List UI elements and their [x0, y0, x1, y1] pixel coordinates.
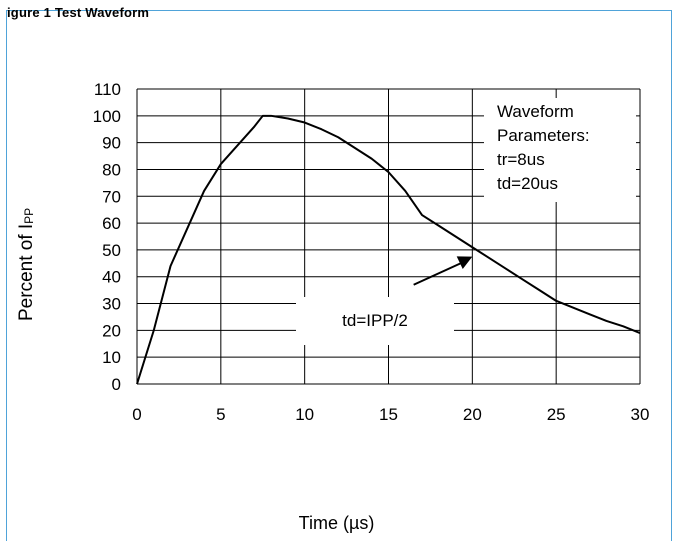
y-tick-label: 70: [102, 187, 121, 206]
arrow-shaft: [413, 260, 465, 286]
y-tick-label: 30: [102, 295, 121, 314]
x-tick-label: 20: [463, 405, 482, 424]
params-text-line: tr=8us: [497, 150, 545, 169]
y-tick-label: 100: [93, 107, 121, 126]
params-text-line: td=20us: [497, 174, 558, 193]
x-tick-label: 5: [216, 405, 225, 424]
y-axis-label-sub: PP: [22, 207, 36, 224]
y-tick-label: 80: [102, 160, 121, 179]
x-tick-label: 25: [547, 405, 566, 424]
y-tick-label: 90: [102, 134, 121, 153]
x-tick-label: 30: [631, 405, 650, 424]
series-line: [136, 114, 641, 385]
params-text-line: Parameters:: [497, 126, 590, 145]
y-axis-label: Percent of IPP: [16, 208, 38, 321]
y-tick-label: 60: [102, 214, 121, 233]
y-tick-label: 20: [102, 321, 121, 340]
y-tick-label: 10: [102, 348, 121, 367]
arrow-head: [456, 256, 473, 269]
y-tick-label: 50: [102, 241, 121, 260]
y-tick-label: 0: [112, 375, 121, 394]
y-tick-label: 110: [94, 80, 121, 99]
params-text-line: Waveform: [497, 102, 574, 121]
x-tick-label: 0: [132, 405, 141, 424]
params-box: [484, 98, 636, 202]
figure-heading: igure 1 Test Waveform: [7, 5, 150, 20]
x-tick-label: 10: [295, 405, 314, 424]
y-axis-label-main: Percent of I: [16, 223, 37, 321]
td-label-box: [296, 297, 454, 345]
figure-frame: igure 1 Test Waveform: [6, 5, 672, 541]
y-tick-label: 40: [102, 268, 121, 287]
td-label: td=IPP/2: [342, 311, 408, 330]
x-tick-label: 15: [379, 405, 398, 424]
x-axis-label: Time (µs): [298, 513, 375, 533]
